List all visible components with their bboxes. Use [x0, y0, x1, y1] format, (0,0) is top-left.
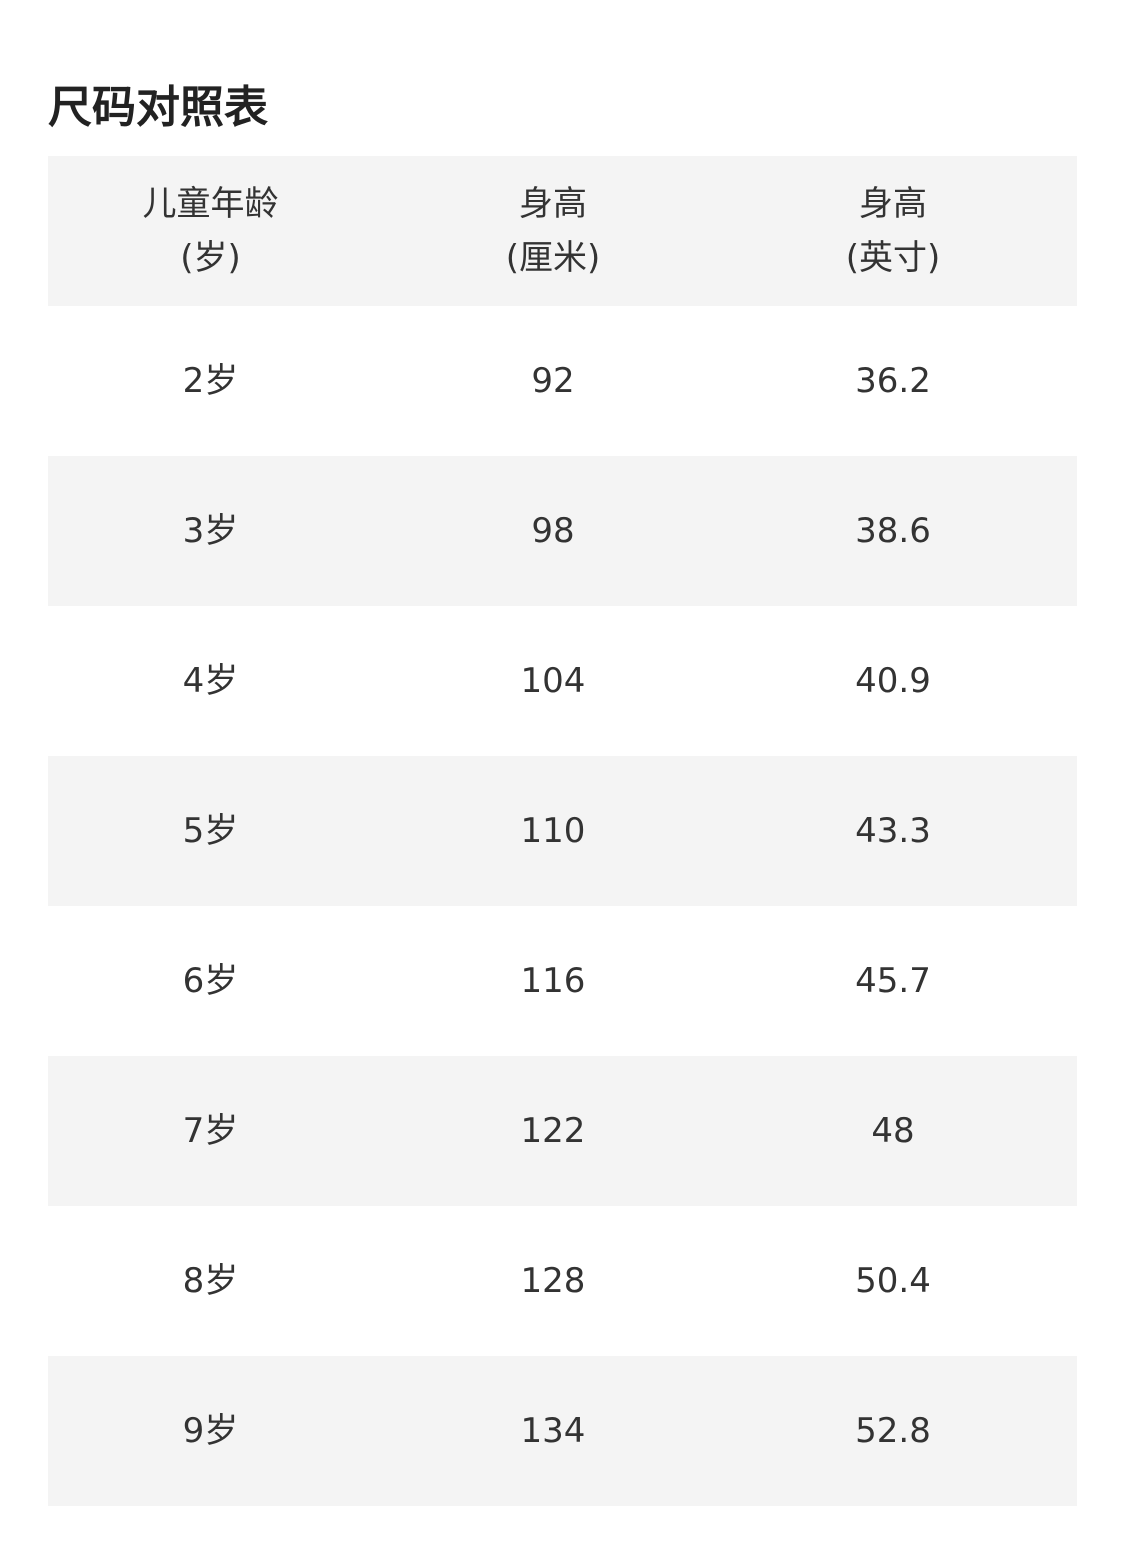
table-row: 6岁 116 45.7	[48, 906, 1077, 1056]
cell-age: 8岁	[182, 1261, 239, 1301]
cell-height-cm: 128	[520, 1261, 586, 1301]
cell-age: 4岁	[182, 661, 239, 701]
cell-height-cm: 116	[520, 961, 586, 1001]
cell-height-in: 45.7	[855, 961, 931, 1001]
table-row: 7岁 122 48	[48, 1056, 1077, 1206]
header-age: 儿童年龄 (岁)	[48, 177, 373, 285]
cell-age: 5岁	[182, 811, 239, 851]
header-unit: (英寸)	[845, 238, 941, 278]
cell-age: 2岁	[182, 361, 239, 401]
cell-age: 3岁	[182, 511, 239, 551]
header-label: 儿童年龄	[142, 184, 279, 224]
table-header: 儿童年龄 (岁) 身高 (厘米) 身高 (英寸)	[48, 156, 1077, 306]
cell-height-in: 40.9	[855, 661, 931, 701]
cell-height-cm: 110	[520, 811, 586, 851]
table-row: 9岁 134 52.8	[48, 1356, 1077, 1506]
header-height-cm: 身高 (厘米)	[373, 177, 733, 285]
cell-height-cm: 92	[531, 361, 575, 401]
cell-height-cm: 98	[531, 511, 575, 551]
size-chart-table: 儿童年龄 (岁) 身高 (厘米) 身高 (英寸) 2岁 92 36.2 3岁 98 38.6 4岁…	[48, 156, 1077, 1506]
header-unit: (岁)	[180, 238, 241, 278]
cell-height-in: 36.2	[855, 361, 931, 401]
cell-height-cm: 134	[520, 1411, 586, 1451]
header-height-in: 身高 (英寸)	[733, 177, 1053, 285]
table-row: 5岁 110 43.3	[48, 756, 1077, 906]
table-row: 4岁 104 40.9	[48, 606, 1077, 756]
cell-height-in: 48	[871, 1111, 915, 1151]
cell-height-in: 52.8	[855, 1411, 931, 1451]
header-unit: (厘米)	[505, 238, 601, 278]
cell-height-in: 50.4	[855, 1261, 931, 1301]
cell-height-cm: 104	[520, 661, 586, 701]
page-title: 尺码对照表	[48, 82, 268, 133]
cell-height-in: 38.6	[855, 511, 931, 551]
header-label: 身高	[519, 184, 587, 224]
table-row: 3岁 98 38.6	[48, 456, 1077, 606]
table-row: 8岁 128 50.4	[48, 1206, 1077, 1356]
table-row: 2岁 92 36.2	[48, 306, 1077, 456]
cell-height-cm: 122	[520, 1111, 586, 1151]
header-label: 身高	[859, 184, 927, 224]
cell-age: 6岁	[182, 961, 239, 1001]
cell-age: 9岁	[182, 1411, 239, 1451]
cell-age: 7岁	[182, 1111, 239, 1151]
cell-height-in: 43.3	[855, 811, 931, 851]
